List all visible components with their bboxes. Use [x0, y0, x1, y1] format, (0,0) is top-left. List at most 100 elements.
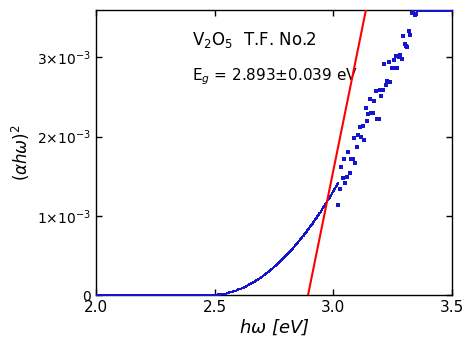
- Point: [178, 292, 186, 298]
- Point: [280, 255, 287, 261]
- Point: [257, 274, 265, 280]
- Point: [273, 262, 281, 268]
- Point: [212, 292, 219, 298]
- Point: [135, 292, 142, 298]
- Point: [197, 292, 205, 298]
- Point: [440, 7, 447, 12]
- Point: [279, 256, 286, 262]
- Point: [141, 292, 149, 298]
- Point: [113, 292, 120, 298]
- Point: [159, 292, 167, 298]
- Point: [159, 292, 166, 298]
- Point: [288, 247, 296, 252]
- Point: [223, 290, 230, 296]
- Point: [112, 292, 119, 298]
- Point: [404, 44, 411, 50]
- Point: [284, 252, 292, 257]
- Point: [235, 287, 242, 292]
- Point: [325, 195, 333, 201]
- Point: [318, 208, 325, 213]
- Point: [183, 292, 191, 298]
- Point: [126, 292, 133, 298]
- Point: [104, 292, 111, 298]
- Point: [296, 238, 303, 244]
- Point: [293, 241, 301, 246]
- Point: [324, 197, 332, 203]
- Point: [177, 292, 185, 298]
- Point: [234, 287, 241, 293]
- Point: [166, 292, 174, 298]
- Point: [234, 287, 241, 293]
- Point: [328, 192, 336, 197]
- Point: [141, 292, 149, 298]
- Point: [160, 292, 167, 298]
- Point: [237, 286, 244, 291]
- Point: [303, 228, 311, 233]
- Point: [329, 189, 337, 195]
- Point: [180, 292, 187, 298]
- Point: [312, 215, 320, 221]
- Point: [193, 292, 201, 298]
- Point: [407, 32, 414, 37]
- Point: [124, 292, 132, 298]
- Point: [214, 292, 222, 297]
- Point: [250, 279, 258, 285]
- Point: [131, 292, 138, 298]
- Point: [176, 292, 183, 298]
- Point: [367, 110, 375, 116]
- Point: [372, 88, 380, 94]
- Point: [184, 292, 191, 298]
- Point: [312, 215, 320, 221]
- Point: [328, 190, 336, 196]
- Point: [255, 277, 262, 282]
- Point: [100, 292, 107, 298]
- Point: [231, 288, 238, 294]
- Point: [259, 273, 266, 279]
- Point: [228, 289, 236, 295]
- Point: [329, 188, 337, 194]
- Point: [307, 223, 315, 228]
- Point: [417, 7, 424, 12]
- Point: [201, 292, 208, 298]
- Point: [174, 292, 182, 298]
- Point: [254, 277, 262, 282]
- Point: [275, 260, 283, 265]
- Point: [287, 248, 295, 253]
- Point: [263, 270, 271, 276]
- Point: [106, 292, 114, 298]
- Point: [314, 213, 321, 219]
- Point: [130, 292, 138, 298]
- Point: [360, 137, 368, 142]
- Point: [276, 259, 284, 264]
- Point: [116, 292, 123, 298]
- Point: [103, 292, 111, 298]
- Point: [218, 291, 225, 297]
- Point: [152, 292, 159, 298]
- Point: [369, 110, 377, 115]
- Point: [228, 289, 235, 295]
- Point: [117, 292, 125, 298]
- Point: [172, 292, 180, 298]
- Point: [270, 264, 278, 270]
- Point: [221, 291, 228, 296]
- Point: [346, 170, 354, 176]
- Point: [297, 236, 305, 242]
- Point: [145, 292, 152, 298]
- Point: [301, 231, 309, 237]
- Point: [152, 292, 160, 298]
- Point: [268, 266, 276, 272]
- Point: [200, 292, 208, 298]
- Point: [313, 215, 320, 220]
- Point: [327, 193, 335, 198]
- Point: [310, 219, 318, 225]
- Point: [363, 118, 371, 123]
- Point: [256, 275, 264, 281]
- Point: [219, 291, 227, 297]
- Point: [142, 292, 150, 298]
- Point: [203, 292, 210, 298]
- Point: [100, 292, 108, 298]
- Point: [156, 292, 164, 298]
- Point: [174, 292, 182, 298]
- Point: [138, 292, 146, 298]
- Point: [123, 292, 130, 298]
